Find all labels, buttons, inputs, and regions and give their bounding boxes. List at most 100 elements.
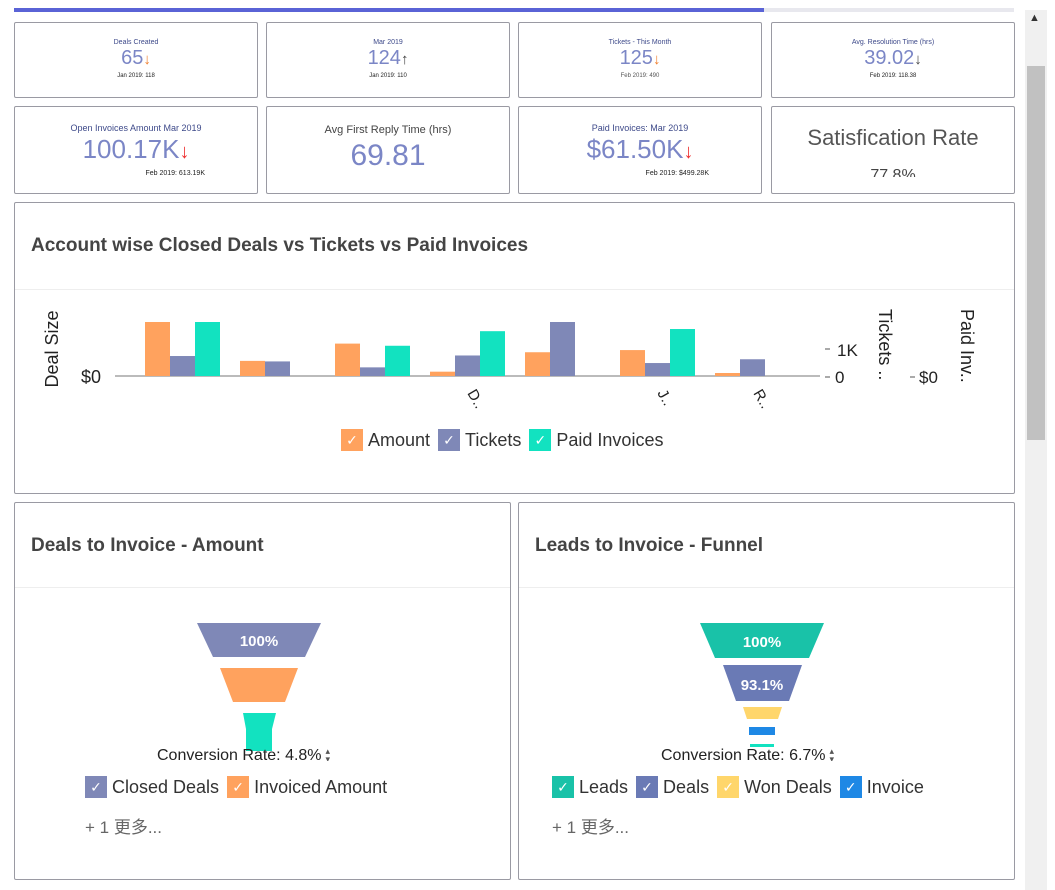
kpi-avg-first-reply[interactable]: Avg First Reply Time (hrs) 69.81 bbox=[266, 106, 510, 194]
legend-item-won-deals[interactable]: ✓ Won Deals bbox=[717, 776, 832, 798]
kpi-value-clip: 77.8% bbox=[772, 169, 1014, 177]
funnel-stage-closed-deals bbox=[197, 623, 321, 657]
trend-down-icon: ↓ bbox=[683, 141, 694, 163]
kpi-value: 100.17K↓ bbox=[15, 135, 257, 166]
funnel-stage-won-deals bbox=[743, 707, 782, 719]
panel-title: Deals to Invoice - Amount bbox=[31, 535, 264, 556]
funnel-stage-fifth bbox=[750, 744, 774, 747]
checkbox-icon[interactable]: ✓ bbox=[636, 776, 659, 798]
kpi-value: 39.02↓ bbox=[772, 48, 1014, 70]
kpi-compare: Jan 2019: 118 bbox=[117, 73, 155, 79]
kpi-value: 69.81 bbox=[350, 139, 426, 172]
y-axis-right2-label: Paid Inv.. bbox=[957, 309, 977, 383]
bar-tickets[interactable] bbox=[265, 361, 290, 376]
legend-more-link[interactable]: + 1 更多... bbox=[552, 818, 629, 837]
bar-amount[interactable] bbox=[335, 343, 360, 376]
bar-tickets[interactable] bbox=[455, 355, 480, 376]
legend-item-closed-deals[interactable]: ✓ Closed Deals bbox=[85, 776, 219, 798]
leads-funnel-legend: ✓ Leads ✓ Deals ✓ Won Deals ✓ Invoice bbox=[552, 776, 932, 798]
account-bar-chart[interactable]: Deal Size $0 1K 0 Tickets .. $0 Paid Inv… bbox=[15, 289, 1015, 494]
leads-funnel-chart[interactable]: 100% 93.1% bbox=[519, 621, 1015, 761]
stepper-icon[interactable]: ▴ ▾ bbox=[325, 747, 331, 761]
bar-tickets[interactable] bbox=[550, 322, 575, 376]
checkbox-icon[interactable]: ✓ bbox=[552, 776, 574, 798]
kpi-label: Paid Invoices: Mar 2019 bbox=[591, 123, 689, 133]
legend-label: Invoiced Amount bbox=[254, 776, 388, 797]
funnel-stage-invoiced-amount bbox=[220, 668, 298, 702]
panel-divider bbox=[15, 587, 510, 588]
kpi-mar-2019[interactable]: Mar 2019 124↑ Jan 2019: 110 bbox=[266, 22, 510, 98]
bar-paid-invoices[interactable] bbox=[195, 322, 220, 376]
checkbox-icon[interactable]: ✓ bbox=[717, 776, 740, 798]
bar-amount[interactable] bbox=[620, 350, 645, 376]
kpi-compare: Feb 2019: $499.28K bbox=[645, 170, 709, 177]
checkbox-icon[interactable]: ✓ bbox=[529, 429, 552, 451]
x-tick-label: D.. bbox=[464, 387, 488, 412]
legend-item-paid-invoices[interactable]: ✓ Paid Invoices bbox=[529, 429, 663, 451]
y-axis-left-label: Deal Size bbox=[42, 310, 62, 387]
conversion-rate-text: Conversion Rate: 6.7% bbox=[661, 747, 826, 761]
kpi-paid-invoices[interactable]: Paid Invoices: Mar 2019 $61.50K↓ Feb 201… bbox=[518, 106, 762, 194]
conversion-rate-text: Conversion Rate: 4.8% bbox=[157, 747, 322, 761]
bar-amount[interactable] bbox=[715, 373, 740, 376]
bar-amount[interactable] bbox=[430, 371, 455, 376]
bar-tickets[interactable] bbox=[645, 363, 670, 376]
legend-item-amount[interactable]: ✓ Amount bbox=[341, 429, 430, 451]
deals-funnel-panel: Deals to Invoice - Amount 100% Conversio… bbox=[14, 502, 511, 880]
legend-label: Amount bbox=[368, 429, 431, 450]
bar-paid-invoices[interactable] bbox=[480, 331, 505, 376]
x-tick-label: R.. bbox=[750, 387, 774, 412]
scrollbar-thumb[interactable] bbox=[1027, 66, 1045, 440]
kpi-satisfaction-rate[interactable]: Satisfication Rate 77.8% bbox=[771, 106, 1015, 194]
legend-item-invoice[interactable]: ✓ Invoice bbox=[839, 776, 924, 798]
deals-funnel-legend: ✓ Closed Deals ✓ Invoiced Amount bbox=[85, 776, 395, 798]
bar-amount[interactable] bbox=[525, 352, 550, 376]
bar-paid-invoices[interactable] bbox=[385, 345, 410, 376]
legend-label: Tickets bbox=[465, 429, 522, 450]
deals-funnel-chart[interactable]: 100% bbox=[15, 621, 511, 761]
bar-tickets[interactable] bbox=[740, 359, 765, 376]
kpi-value: 77.8% bbox=[772, 169, 1014, 177]
kpi-value: 125↓ bbox=[519, 48, 761, 70]
funnel-stage-invoice bbox=[749, 727, 775, 735]
bar-amount[interactable] bbox=[240, 360, 265, 376]
kpi-value-text: 124 bbox=[367, 47, 401, 69]
checkbox-icon[interactable]: ✓ bbox=[341, 429, 363, 451]
checkbox-icon[interactable]: ✓ bbox=[438, 429, 461, 451]
kpi-compare: Feb 2019: 613.19K bbox=[145, 170, 205, 177]
kpi-value-text: 125 bbox=[619, 47, 653, 69]
funnel-stage-deals bbox=[723, 665, 802, 701]
funnel-stage-leads bbox=[700, 623, 824, 658]
legend-label: Won Deals bbox=[744, 776, 832, 797]
panel-title: Leads to Invoice - Funnel bbox=[535, 535, 764, 556]
legend-label: Deals bbox=[663, 776, 710, 797]
funnel-stage-label: 100% bbox=[743, 634, 781, 651]
kpi-open-invoices[interactable]: Open Invoices Amount Mar 2019 100.17K↓ F… bbox=[14, 106, 258, 194]
checkbox-icon[interactable]: ✓ bbox=[839, 776, 862, 798]
bar-tickets[interactable] bbox=[360, 367, 385, 376]
legend-item-tickets[interactable]: ✓ Tickets bbox=[438, 429, 521, 451]
kpi-tickets-this-month[interactable]: Tickets - This Month 125↓ Feb 2019: 490 bbox=[518, 22, 762, 98]
checkbox-icon[interactable]: ✓ bbox=[227, 776, 250, 798]
conversion-rate: Conversion Rate: 4.8% ▴ ▾ bbox=[157, 747, 330, 761]
legend-more-link[interactable]: + 1 更多... bbox=[85, 818, 162, 837]
kpi-avg-resolution-time[interactable]: Avg. Resolution Time (hrs) 39.02↓ Feb 20… bbox=[771, 22, 1015, 98]
kpi-value-text: $61.50K bbox=[586, 134, 684, 164]
bar-amount[interactable] bbox=[145, 322, 170, 376]
scroll-up-icon[interactable]: ▲ bbox=[1029, 12, 1040, 24]
checkbox-icon[interactable]: ✓ bbox=[85, 776, 107, 798]
trend-up-icon: ↑ bbox=[400, 51, 409, 68]
bar-tickets[interactable] bbox=[170, 356, 195, 376]
kpi-compare: Feb 2019: 490 bbox=[620, 73, 660, 79]
kpi-deals-created[interactable]: Deals Created 65↓ Jan 2019: 118 bbox=[14, 22, 258, 98]
legend-item-invoiced-amount[interactable]: ✓ Invoiced Amount bbox=[227, 776, 387, 798]
stepper-icon[interactable]: ▴ ▾ bbox=[829, 747, 835, 761]
kpi-label: Avg First Reply Time (hrs) bbox=[324, 124, 452, 136]
bar-paid-invoices[interactable] bbox=[670, 329, 695, 376]
trend-down-icon: ↓ bbox=[652, 51, 661, 68]
account-chart-legend: ✓ Amount ✓ Tickets ✓ Paid Invoices bbox=[341, 429, 671, 451]
legend-item-deals[interactable]: ✓ Deals bbox=[636, 776, 709, 798]
y-axis-left-tick: $0 bbox=[81, 367, 101, 387]
legend-item-leads[interactable]: ✓ Leads bbox=[552, 776, 628, 798]
